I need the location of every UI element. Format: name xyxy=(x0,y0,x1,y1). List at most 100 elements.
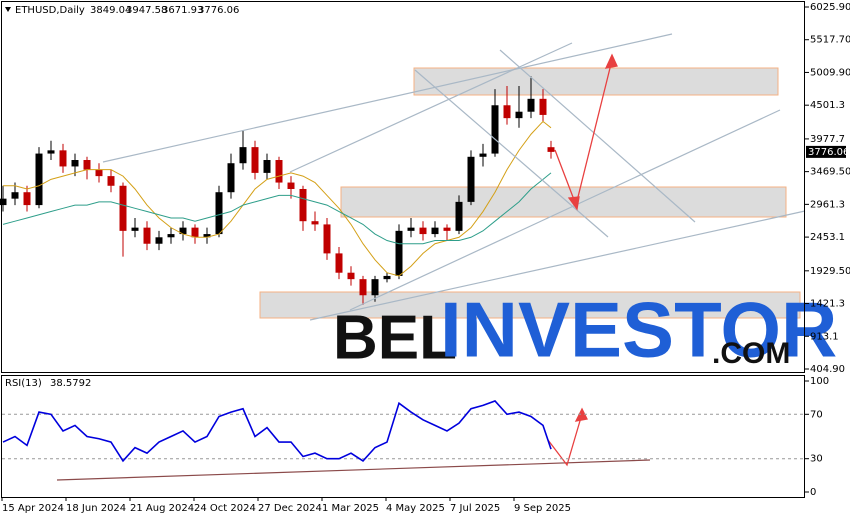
x-tick-label: 4 May 2025 xyxy=(386,503,445,514)
symbol-title: ETHUSD,Daily xyxy=(15,5,85,16)
zone xyxy=(340,186,787,218)
candle-body xyxy=(83,160,91,170)
trend-line xyxy=(499,49,696,223)
candle-body xyxy=(515,111,523,119)
candle-body xyxy=(491,105,499,154)
y-tick-label: 1929.50 xyxy=(810,266,850,277)
candle-body xyxy=(263,160,271,173)
trend-line xyxy=(349,109,781,311)
candle-body xyxy=(547,147,555,152)
candle-body xyxy=(59,150,67,167)
candle-body xyxy=(407,227,415,231)
candle-body xyxy=(0,198,7,206)
candle-body xyxy=(71,160,79,167)
candle-body xyxy=(299,188,307,222)
ohlc-high: 3947.58 xyxy=(126,5,167,16)
zone xyxy=(413,67,779,96)
y-tick-label: 6025.90 xyxy=(810,2,850,13)
x-tick-label: 9 Sep 2025 xyxy=(514,503,571,514)
trend-line xyxy=(289,42,573,173)
x-tick-label: 27 Dec 2024 xyxy=(258,503,322,514)
rsi-frame xyxy=(1,375,805,498)
candle-body xyxy=(11,192,19,199)
rsi-value: 38.5792 xyxy=(50,378,91,389)
candle-body xyxy=(95,169,103,177)
candle-body xyxy=(143,227,151,244)
candle-body xyxy=(395,230,403,276)
candle-body xyxy=(323,224,331,254)
rsi-title: RSI(13) xyxy=(5,378,42,389)
candle-body xyxy=(35,153,43,206)
arrows xyxy=(547,53,618,467)
trend-line xyxy=(102,33,673,163)
trend-lines xyxy=(56,33,806,481)
x-tick-label: 21 Aug 2024 xyxy=(130,503,194,514)
candle-body xyxy=(527,98,535,112)
candle-body xyxy=(371,279,379,296)
candle-body xyxy=(23,192,31,206)
candle-body xyxy=(431,227,439,235)
y-tick-label: 2453.1 xyxy=(810,232,845,243)
y-tick-label: 404.90 xyxy=(810,364,845,375)
candle-body xyxy=(359,279,367,296)
candle-body xyxy=(155,237,163,244)
candle-body xyxy=(503,105,511,119)
watermark: .COM xyxy=(712,337,790,370)
y-tick-label: 5517.70 xyxy=(810,35,850,46)
candle-body xyxy=(287,182,295,189)
y-tick-label: 30 xyxy=(810,454,823,465)
zone xyxy=(259,291,801,319)
candle-body xyxy=(467,156,475,202)
candle-body xyxy=(107,176,115,186)
rsi-trend-line xyxy=(56,459,651,481)
candle-body xyxy=(203,234,211,238)
y-tick-label: 3469.50 xyxy=(810,167,850,178)
arrow-head xyxy=(604,53,618,69)
x-tick-label: 7 Jul 2025 xyxy=(450,503,500,514)
x-tick-label: 1 Mar 2025 xyxy=(322,503,379,514)
candle-body xyxy=(215,192,223,235)
candle-body xyxy=(167,234,175,238)
candle-body xyxy=(275,160,283,183)
watermark: INVESTOR xyxy=(440,286,837,374)
candle-body xyxy=(383,275,391,280)
candle-body xyxy=(191,227,199,238)
candle-body xyxy=(311,221,319,225)
rsi-line xyxy=(2,400,552,463)
candle-body xyxy=(119,185,127,231)
watermark: BEL xyxy=(333,303,457,372)
candle-body xyxy=(455,201,463,231)
y-tick-label: 1421.3 xyxy=(810,299,845,310)
ohlc-open: 3849.04 xyxy=(90,5,131,16)
price-tag xyxy=(806,145,846,158)
candle-body xyxy=(539,98,547,115)
y-tick-label: 913.1 xyxy=(810,331,839,342)
candle-body xyxy=(239,147,247,164)
price-plot xyxy=(0,76,555,305)
candle-body xyxy=(479,153,487,157)
trend-line xyxy=(414,69,609,238)
price-tag-label: 3776.06 xyxy=(808,147,849,158)
x-tick-label: 15 Apr 2024 xyxy=(2,503,64,514)
y-tick-label: 0 xyxy=(810,487,816,498)
moving-average xyxy=(2,172,552,245)
y-tick-label: 70 xyxy=(810,409,823,420)
ohlc-low: 3671.93 xyxy=(162,5,203,16)
arrow-head xyxy=(567,196,580,211)
zones xyxy=(259,67,801,319)
ohlc-close: 3776.06 xyxy=(198,5,239,16)
candle-body xyxy=(131,227,139,231)
candle-body xyxy=(179,227,187,235)
y-tick-label: 100 xyxy=(810,376,829,387)
moving-average xyxy=(3,120,552,277)
candle-body xyxy=(227,163,235,193)
x-tick-label: 24 Oct 2024 xyxy=(194,503,256,514)
y-tick-label: 5009.90 xyxy=(810,67,850,78)
menu-triangle xyxy=(5,7,11,12)
price-frame xyxy=(1,1,805,373)
candle-body xyxy=(47,150,55,154)
candle-body xyxy=(419,227,427,235)
candle-body xyxy=(251,147,259,173)
y-tick-label: 2961.3 xyxy=(810,199,845,210)
